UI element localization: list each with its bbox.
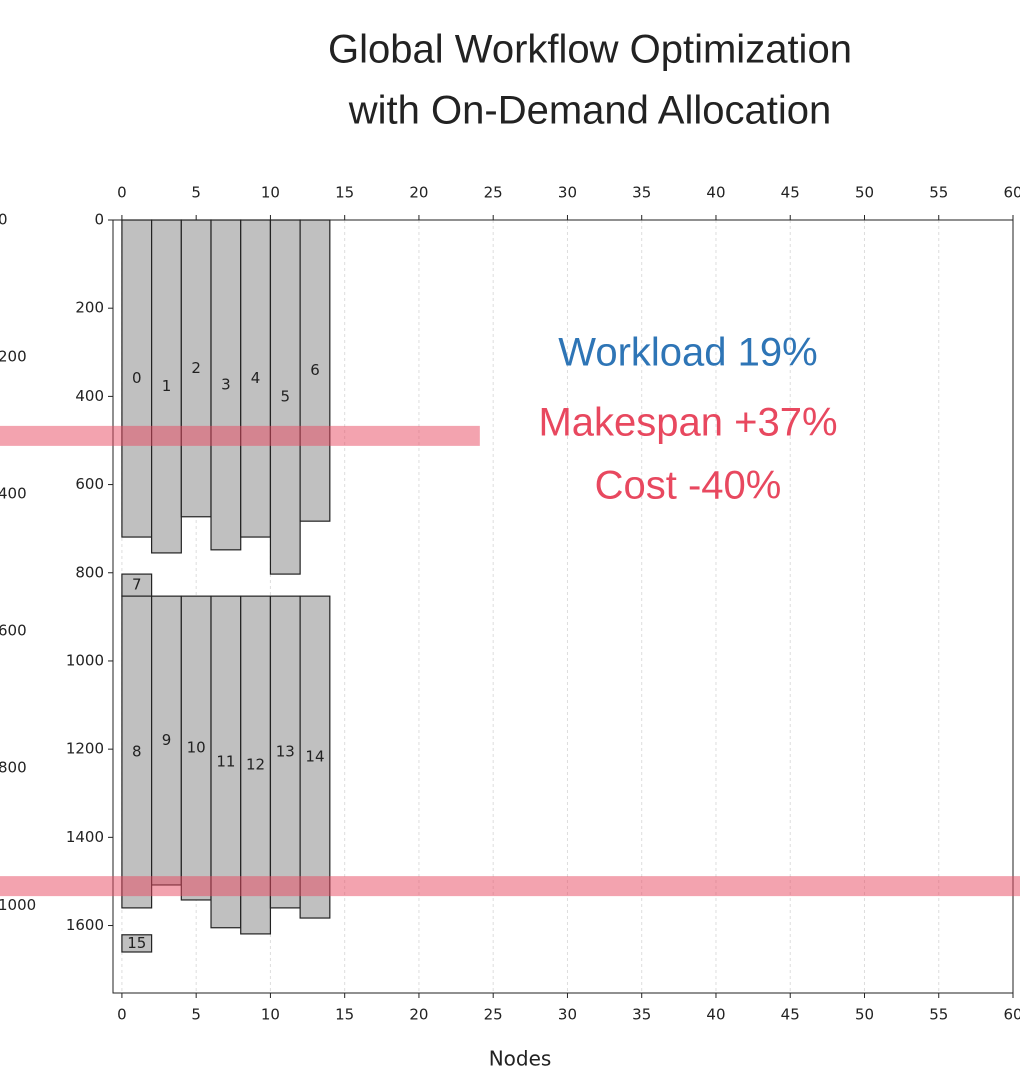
x-tick-label: 10	[261, 1006, 280, 1024]
x-tick-label: 25	[484, 1006, 503, 1024]
task-bar	[180, 219, 212, 518]
x-tick-label: 20	[409, 184, 428, 202]
task-label: 13	[276, 743, 295, 761]
y-tick-label: 1600	[66, 916, 104, 934]
x-tick-label: 40	[706, 1006, 725, 1024]
task-bar	[210, 219, 242, 551]
x-tick-label: 45	[781, 1006, 800, 1024]
x-tick-label: 60	[1003, 1006, 1020, 1024]
task-label: 15	[127, 934, 146, 952]
task-bar	[121, 934, 153, 953]
task-bar	[121, 219, 153, 538]
task-label: 0	[132, 369, 142, 387]
x-tick-label: 5	[191, 1006, 201, 1024]
annotation: Workload 19%	[558, 331, 817, 375]
y2-tick-label: 0	[0, 211, 8, 229]
x-tick-label: 15	[335, 184, 354, 202]
task-label: 12	[246, 756, 265, 774]
x-tick-label: 40	[706, 184, 725, 202]
task-label: 4	[251, 369, 261, 387]
y-tick-label: 200	[75, 299, 104, 317]
x-tick-label: 50	[855, 184, 874, 202]
y2-tick-label: 800	[0, 759, 27, 777]
task-bar	[121, 595, 153, 909]
y2-tick-label: 600	[0, 622, 27, 640]
x-tick-label: 35	[632, 184, 651, 202]
task-label: 11	[216, 752, 235, 770]
annotation: Makespan +37%	[538, 401, 837, 445]
task-label: 5	[281, 388, 291, 406]
y2-tick-label: 1000	[0, 896, 36, 914]
chart-title: with On-Demand Allocation	[348, 89, 831, 133]
y-tick-label: 1000	[66, 651, 104, 669]
task-bar	[269, 595, 301, 909]
x-tick-label: 15	[335, 1006, 354, 1024]
x-tick-label: 30	[558, 1006, 577, 1024]
task-label: 3	[221, 375, 231, 393]
task-label: 14	[305, 748, 324, 766]
y2-tick-label: 200	[0, 348, 27, 366]
y2-tick-label: 400	[0, 485, 27, 503]
task-label: 9	[162, 731, 172, 749]
task-label: 2	[191, 359, 201, 377]
task-bar	[210, 595, 242, 929]
task-bar	[151, 219, 182, 554]
y-tick-label: 600	[75, 475, 104, 493]
y-tick-label: 0	[94, 211, 104, 229]
plot-frame	[112, 219, 1014, 994]
x-tick-label: 45	[781, 184, 800, 202]
x-tick-label: 30	[558, 184, 577, 202]
x-tick-label: 25	[484, 184, 503, 202]
x-tick-label: 0	[117, 184, 127, 202]
x-tick-label: 35	[632, 1006, 651, 1024]
task-bar	[299, 595, 331, 919]
task-label: 1	[162, 377, 172, 395]
y-tick-label: 1200	[66, 740, 104, 758]
x-tick-label: 5	[191, 184, 201, 202]
task-label: 8	[132, 743, 142, 761]
x-axis-label: Nodes	[489, 1047, 552, 1067]
task-bar	[299, 219, 331, 522]
task-label: 7	[132, 576, 142, 594]
annotation: Cost -40%	[595, 464, 782, 508]
x-tick-label: 55	[929, 184, 948, 202]
x-tick-label: 20	[409, 1006, 428, 1024]
chart-title: Global Workflow Optimization	[328, 28, 852, 72]
x-tick-label: 0	[117, 1006, 127, 1024]
x-tick-label: 10	[261, 184, 280, 202]
task-bar	[151, 595, 182, 886]
y-tick-label: 800	[75, 563, 104, 581]
x-tick-label: 60	[1003, 184, 1020, 202]
y-tick-label: 400	[75, 387, 104, 405]
x-tick-label: 50	[855, 1006, 874, 1024]
task-label: 10	[187, 739, 206, 757]
task-label: 6	[310, 361, 320, 379]
y-tick-label: 1400	[66, 828, 104, 846]
x-tick-label: 55	[929, 1006, 948, 1024]
